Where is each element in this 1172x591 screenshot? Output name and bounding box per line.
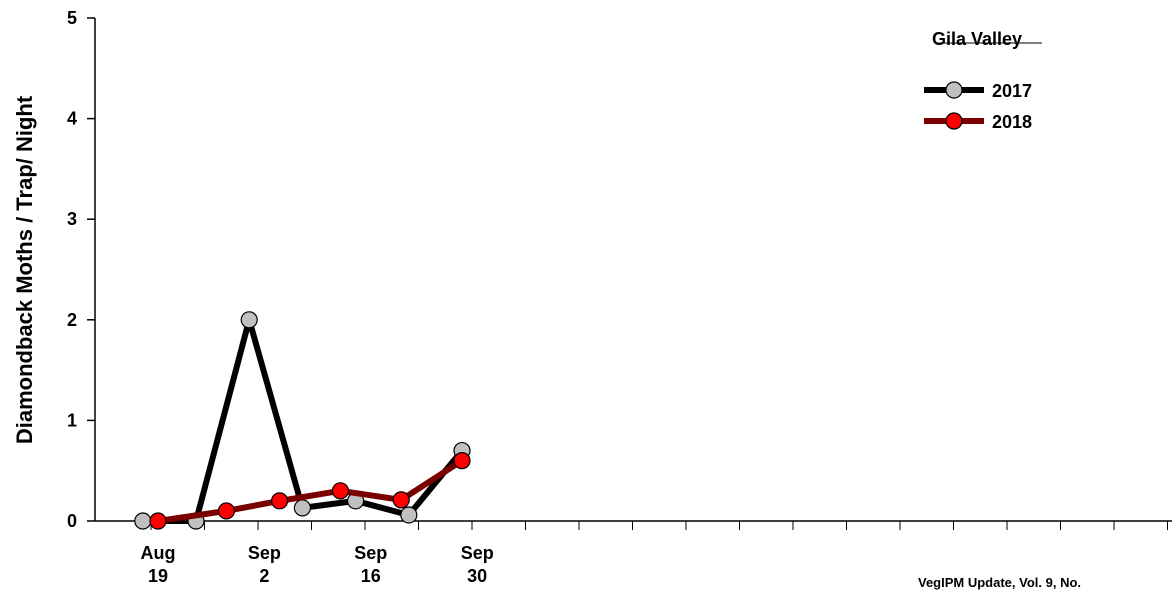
legend-title: Gila Valley <box>932 29 1022 49</box>
footer-citation: VegIPM Update, Vol. 9, No. <box>918 575 1081 590</box>
x-tick-label-day: 2 <box>259 566 269 586</box>
data-point-2017 <box>400 506 418 524</box>
x-tick-label-day: 19 <box>148 566 168 586</box>
data-point-2018 <box>149 512 167 530</box>
data-point-2018 <box>271 492 289 510</box>
legend-label-2017: 2017 <box>992 81 1032 101</box>
y-tick-label: 4 <box>67 109 77 129</box>
x-tick-label-month: Sep <box>354 543 387 563</box>
legend-label-2018: 2018 <box>992 112 1032 132</box>
legend-items: 2017 2018 <box>924 81 1032 132</box>
y-tick-label: 2 <box>67 310 77 330</box>
axes <box>94 18 1172 522</box>
data-point-2018 <box>453 452 471 470</box>
x-tick-label-month: Aug <box>141 543 176 563</box>
data-point-2017 <box>240 311 258 329</box>
series-layer <box>134 311 471 530</box>
series-line-2018 <box>155 457 465 524</box>
y-axis-title: Diamondback Moths / Trap/ Night <box>12 95 37 444</box>
y-tick-label: 0 <box>67 511 77 531</box>
y-tick-label: 5 <box>67 8 77 28</box>
legend: Gila Valley 2017 2018 <box>924 29 1042 132</box>
x-tick-label-day: 16 <box>361 566 381 586</box>
x-tick-label-month: Sep <box>248 543 281 563</box>
y-tick-label: 1 <box>67 410 77 430</box>
legend-marker-2018 <box>945 112 963 130</box>
data-point-2017 <box>134 512 152 530</box>
x-ticks: Aug 19 Sep 2 Sep 16 Sep 30 <box>141 521 1168 586</box>
data-point-2018 <box>331 482 349 500</box>
data-point-2018 <box>392 491 410 509</box>
y-tick-label: 3 <box>67 209 77 229</box>
legend-marker-2017 <box>945 81 963 99</box>
data-point-2017 <box>293 499 311 517</box>
x-tick-label-day: 30 <box>467 566 487 586</box>
data-point-2018 <box>217 502 235 520</box>
x-tick-label-month: Sep <box>461 543 494 563</box>
y-ticks: 0 1 2 3 4 5 <box>67 8 95 531</box>
